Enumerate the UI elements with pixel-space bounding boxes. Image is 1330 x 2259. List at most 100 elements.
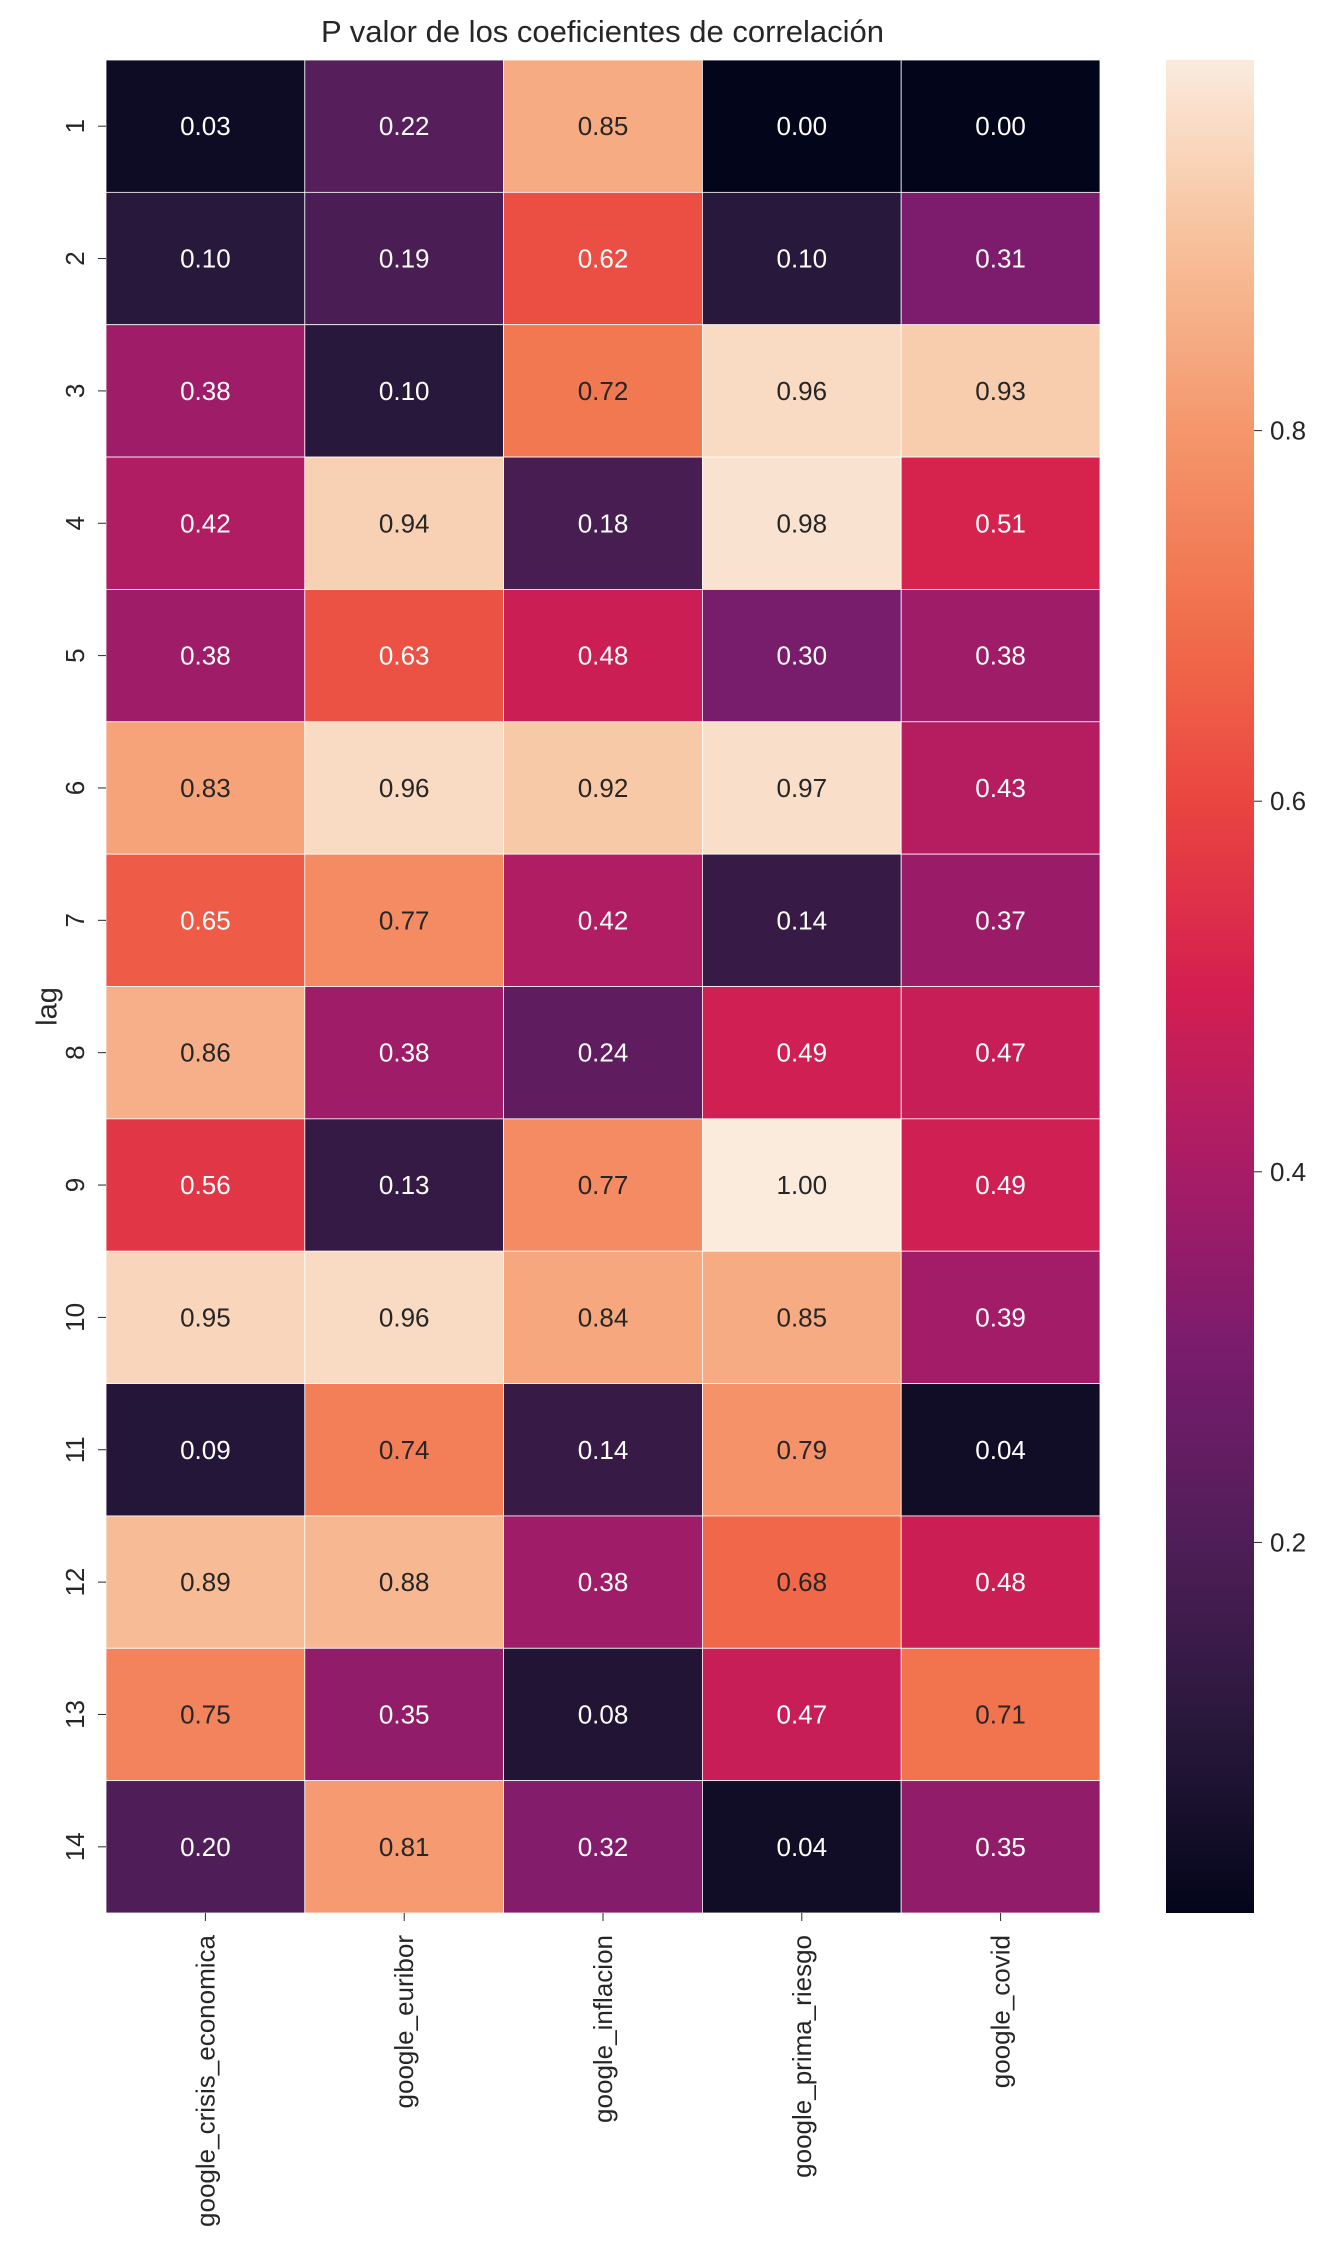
heatmap-cell bbox=[900, 1647, 1101, 1782]
colorbar: 0.2 0.4 0.6 0.8 bbox=[1166, 60, 1306, 1913]
cell-value-label: 0.97 bbox=[776, 773, 827, 803]
cell-value-label: 1.00 bbox=[776, 1170, 827, 1200]
cell-value-label: 0.00 bbox=[975, 111, 1026, 141]
heatmap-cell bbox=[702, 986, 902, 1120]
cell-value-label: 0.38 bbox=[180, 376, 231, 406]
heatmap-cell bbox=[304, 1780, 504, 1914]
heatmap-cell bbox=[503, 1515, 703, 1649]
heatmap-cell bbox=[503, 456, 703, 590]
cell-value-label: 0.65 bbox=[180, 905, 231, 935]
y-tick-label: 1 bbox=[60, 119, 90, 133]
heatmap-cell bbox=[702, 1647, 902, 1782]
cell-value-label: 0.88 bbox=[379, 1567, 430, 1597]
cell-value-label: 0.92 bbox=[578, 773, 629, 803]
heatmap-cell bbox=[702, 589, 902, 723]
heatmap-cell bbox=[503, 324, 703, 458]
cell-value-label: 0.22 bbox=[379, 111, 430, 141]
heatmap-cell bbox=[503, 986, 703, 1120]
cell-value-label: 0.38 bbox=[180, 641, 231, 671]
cell-value-label: 0.49 bbox=[975, 1170, 1026, 1200]
cell-value-label: 0.89 bbox=[180, 1567, 231, 1597]
heatmap-cell bbox=[105, 1515, 306, 1649]
heatmap-cell bbox=[702, 1515, 902, 1649]
cell-value-label: 0.38 bbox=[578, 1567, 629, 1597]
heatmap-cell bbox=[900, 721, 1101, 855]
cell-value-label: 0.77 bbox=[379, 905, 430, 935]
heatmap-cell bbox=[304, 191, 504, 326]
cell-value-label: 0.09 bbox=[180, 1435, 231, 1465]
x-tick-label: google_covid bbox=[986, 1935, 1016, 2088]
heatmap-cell bbox=[105, 1383, 306, 1517]
cell-value-label: 0.47 bbox=[975, 1038, 1026, 1068]
cell-value-label: 0.42 bbox=[578, 905, 629, 935]
colorbar-tick-label: 0.4 bbox=[1270, 1157, 1306, 1187]
heatmap-cell bbox=[304, 324, 504, 458]
y-tick-label: 14 bbox=[60, 1832, 90, 1861]
cell-value-label: 0.20 bbox=[180, 1832, 231, 1862]
heatmap-cell bbox=[900, 456, 1101, 590]
heatmap-cell bbox=[702, 324, 902, 458]
cell-value-label: 0.96 bbox=[379, 773, 430, 803]
heatmap-cell bbox=[304, 589, 504, 723]
cell-value-label: 0.35 bbox=[379, 1699, 430, 1729]
heatmap-cell bbox=[503, 191, 703, 326]
heatmap-cell bbox=[304, 456, 504, 590]
cell-value-label: 0.79 bbox=[776, 1435, 827, 1465]
cell-value-label: 0.42 bbox=[180, 508, 231, 538]
heatmap-cell bbox=[503, 1780, 703, 1914]
cell-value-label: 0.98 bbox=[776, 508, 827, 538]
cell-value-label: 0.47 bbox=[776, 1699, 827, 1729]
y-tick-label: 3 bbox=[60, 384, 90, 398]
heatmap-cell bbox=[702, 1383, 902, 1517]
cell-value-label: 0.10 bbox=[776, 244, 827, 274]
x-tick-labels: google_crisis_economica google_euribor goo… bbox=[190, 1913, 1016, 2227]
heatmap-cell bbox=[503, 589, 703, 723]
cell-value-label: 0.04 bbox=[975, 1435, 1026, 1465]
y-tick-label: 8 bbox=[60, 1045, 90, 1059]
heatmap-cell bbox=[105, 1780, 306, 1914]
cell-value-label: 0.62 bbox=[578, 244, 629, 274]
y-tick-label: 7 bbox=[60, 913, 90, 927]
y-tick-label: 10 bbox=[60, 1303, 90, 1332]
heatmap-cell bbox=[503, 1647, 703, 1782]
cell-value-label: 0.08 bbox=[578, 1699, 629, 1729]
y-tick-label: 6 bbox=[60, 781, 90, 795]
heatmap-cell bbox=[900, 191, 1101, 326]
cell-value-label: 0.38 bbox=[379, 1038, 430, 1068]
cell-value-label: 0.77 bbox=[578, 1170, 629, 1200]
heatmap-cell bbox=[702, 1250, 902, 1384]
cell-value-label: 0.24 bbox=[578, 1038, 629, 1068]
cell-value-label: 0.96 bbox=[776, 376, 827, 406]
y-tick-label: 5 bbox=[60, 648, 90, 662]
cell-value-label: 0.86 bbox=[180, 1038, 231, 1068]
heatmap-cell bbox=[702, 191, 902, 326]
cell-value-label: 0.14 bbox=[578, 1435, 629, 1465]
cell-value-label: 0.48 bbox=[578, 641, 629, 671]
heatmap-cell bbox=[503, 721, 703, 855]
cell-value-label: 0.81 bbox=[379, 1832, 430, 1862]
cell-value-label: 0.51 bbox=[975, 508, 1026, 538]
cell-value-label: 0.83 bbox=[180, 773, 231, 803]
heatmap-cell bbox=[503, 59, 703, 193]
x-tick-label: google_prima_riesgo bbox=[787, 1935, 817, 2178]
heatmap-cell bbox=[105, 853, 306, 987]
colorbar-tick-label: 0.8 bbox=[1270, 416, 1306, 446]
cell-value-label: 0.48 bbox=[975, 1567, 1026, 1597]
cell-value-label: 0.85 bbox=[776, 1302, 827, 1332]
heatmap-cell bbox=[105, 456, 306, 590]
y-tick-label: 13 bbox=[60, 1700, 90, 1729]
colorbar-gradient bbox=[1166, 60, 1254, 1913]
cell-value-label: 0.72 bbox=[578, 376, 629, 406]
cell-value-label: 0.10 bbox=[180, 244, 231, 274]
heatmap-cell bbox=[702, 456, 902, 590]
cell-value-label: 0.39 bbox=[975, 1302, 1026, 1332]
heatmap-cell bbox=[702, 721, 902, 855]
cell-value-label: 0.85 bbox=[578, 111, 629, 141]
heatmap-cell bbox=[702, 1118, 902, 1252]
cell-value-label: 0.03 bbox=[180, 111, 231, 141]
heatmap-cell bbox=[304, 1647, 504, 1782]
cell-value-label: 0.00 bbox=[776, 111, 827, 141]
cell-value-label: 0.96 bbox=[379, 1302, 430, 1332]
heatmap-cell bbox=[105, 191, 306, 326]
heatmap-cell bbox=[900, 1780, 1101, 1914]
